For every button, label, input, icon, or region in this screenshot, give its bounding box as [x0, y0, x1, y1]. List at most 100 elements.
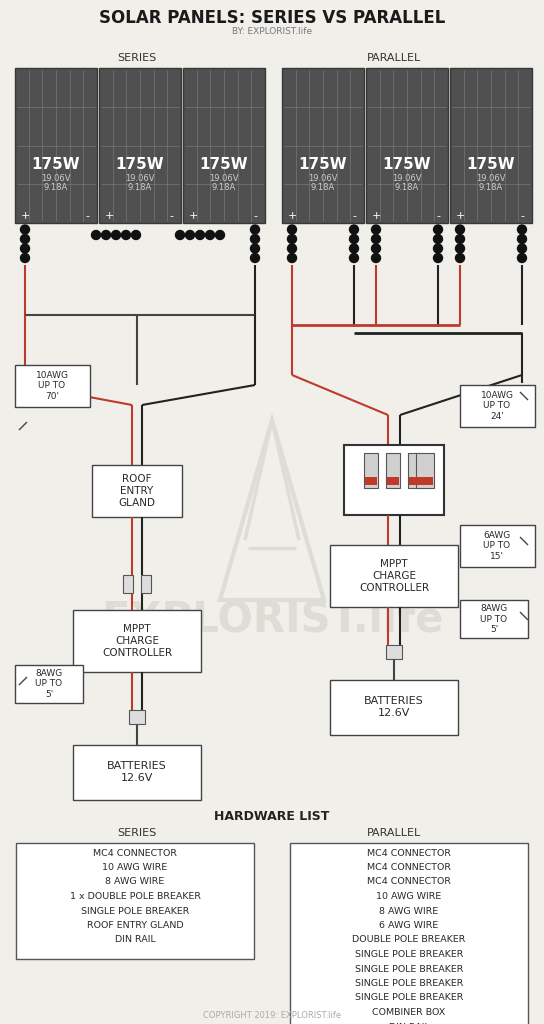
Bar	[123, 575, 133, 593]
Bar	[408, 453, 422, 488]
Text: +: +	[287, 211, 296, 221]
Text: 19.06V: 19.06V	[209, 174, 239, 182]
Bar	[15, 665, 83, 703]
Text: 175W: 175W	[299, 157, 347, 172]
Bar	[15, 365, 90, 407]
Text: 175W: 175W	[32, 157, 81, 172]
Circle shape	[455, 244, 465, 253]
Text: 8AWG
UP TO
5': 8AWG UP TO 5'	[480, 604, 508, 634]
Circle shape	[102, 230, 110, 240]
Circle shape	[349, 225, 358, 234]
Circle shape	[21, 225, 29, 234]
Text: SERIES: SERIES	[118, 53, 157, 63]
Text: MC4 CONNECTOR: MC4 CONNECTOR	[93, 849, 177, 857]
Text: +: +	[455, 211, 465, 221]
Text: 175W: 175W	[467, 157, 515, 172]
Circle shape	[517, 225, 527, 234]
Bar	[450, 68, 532, 223]
Text: DIN RAIL: DIN RAIL	[388, 1023, 429, 1024]
Text: EXPLORIST.life: EXPLORIST.life	[101, 599, 443, 641]
Text: 19.06V: 19.06V	[392, 174, 422, 182]
Text: SINGLE POLE BREAKER: SINGLE POLE BREAKER	[355, 950, 463, 959]
Circle shape	[455, 234, 465, 244]
Circle shape	[434, 234, 442, 244]
Text: COPYRIGHT 2019: EXPLORIST.life: COPYRIGHT 2019: EXPLORIST.life	[203, 1012, 341, 1021]
Circle shape	[287, 225, 296, 234]
Text: SINGLE POLE BREAKER: SINGLE POLE BREAKER	[355, 979, 463, 988]
Circle shape	[250, 254, 259, 262]
Text: BY: EXPLORIST.life: BY: EXPLORIST.life	[232, 27, 312, 36]
Circle shape	[21, 254, 29, 262]
Circle shape	[287, 244, 296, 253]
Bar	[460, 525, 535, 567]
Bar	[330, 680, 458, 735]
Text: PARALLEL: PARALLEL	[367, 53, 421, 63]
Bar	[16, 843, 254, 958]
Text: SERIES: SERIES	[118, 828, 157, 838]
Circle shape	[287, 254, 296, 262]
Bar	[417, 477, 433, 485]
Circle shape	[186, 230, 195, 240]
Text: 9.18A: 9.18A	[311, 182, 335, 191]
Text: 10 AWG WIRE: 10 AWG WIRE	[102, 863, 168, 872]
Circle shape	[250, 244, 259, 253]
Text: MC4 CONNECTOR: MC4 CONNECTOR	[367, 878, 451, 887]
Circle shape	[215, 230, 225, 240]
Text: 9.18A: 9.18A	[44, 182, 68, 191]
Text: COMBINER BOX: COMBINER BOX	[373, 1008, 446, 1017]
Bar	[386, 453, 400, 488]
Circle shape	[349, 234, 358, 244]
Text: -: -	[352, 211, 356, 221]
Circle shape	[455, 225, 465, 234]
Bar	[290, 843, 528, 1024]
Circle shape	[434, 225, 442, 234]
Text: 9.18A: 9.18A	[479, 182, 503, 191]
Circle shape	[434, 244, 442, 253]
Circle shape	[287, 234, 296, 244]
Text: +: +	[188, 211, 197, 221]
Circle shape	[250, 225, 259, 234]
Bar	[366, 68, 448, 223]
Text: SOLAR PANELS: SERIES VS PARALLEL: SOLAR PANELS: SERIES VS PARALLEL	[99, 9, 445, 27]
Text: -: -	[253, 211, 257, 221]
Circle shape	[250, 234, 259, 244]
Text: MPPT
CHARGE
CONTROLLER: MPPT CHARGE CONTROLLER	[359, 559, 429, 593]
Circle shape	[206, 230, 214, 240]
Text: 9.18A: 9.18A	[212, 182, 236, 191]
Text: 1 x DOUBLE POLE BREAKER: 1 x DOUBLE POLE BREAKER	[70, 892, 201, 901]
Text: 8 AWG WIRE: 8 AWG WIRE	[106, 878, 165, 887]
Bar	[387, 477, 399, 485]
Circle shape	[195, 230, 205, 240]
Bar	[141, 575, 151, 593]
Circle shape	[517, 244, 527, 253]
Circle shape	[517, 254, 527, 262]
Text: -: -	[520, 211, 524, 221]
Text: MC4 CONNECTOR: MC4 CONNECTOR	[367, 849, 451, 857]
Bar	[183, 68, 265, 223]
Text: MPPT
CHARGE
CONTROLLER: MPPT CHARGE CONTROLLER	[102, 625, 172, 657]
Bar	[365, 477, 377, 485]
Text: SINGLE POLE BREAKER: SINGLE POLE BREAKER	[355, 965, 463, 974]
Text: 6AWG
UP TO
15': 6AWG UP TO 15'	[484, 531, 511, 561]
Text: +: +	[372, 211, 381, 221]
Circle shape	[455, 254, 465, 262]
Text: +: +	[20, 211, 30, 221]
Bar	[129, 710, 145, 724]
Text: 9.18A: 9.18A	[128, 182, 152, 191]
Text: PARALLEL: PARALLEL	[367, 828, 421, 838]
Circle shape	[21, 234, 29, 244]
Text: 8 AWG WIRE: 8 AWG WIRE	[379, 906, 438, 915]
Bar	[460, 600, 528, 638]
Text: -: -	[85, 211, 89, 221]
Circle shape	[434, 254, 442, 262]
Text: 19.06V: 19.06V	[41, 174, 71, 182]
Circle shape	[372, 234, 380, 244]
Text: 10 AWG WIRE: 10 AWG WIRE	[376, 892, 442, 901]
Circle shape	[132, 230, 140, 240]
Circle shape	[349, 244, 358, 253]
Text: 8AWG
UP TO
5': 8AWG UP TO 5'	[35, 669, 63, 699]
Text: 19.06V: 19.06V	[476, 174, 506, 182]
Bar	[409, 477, 421, 485]
Text: SINGLE POLE BREAKER: SINGLE POLE BREAKER	[355, 993, 463, 1002]
Bar	[386, 645, 402, 659]
